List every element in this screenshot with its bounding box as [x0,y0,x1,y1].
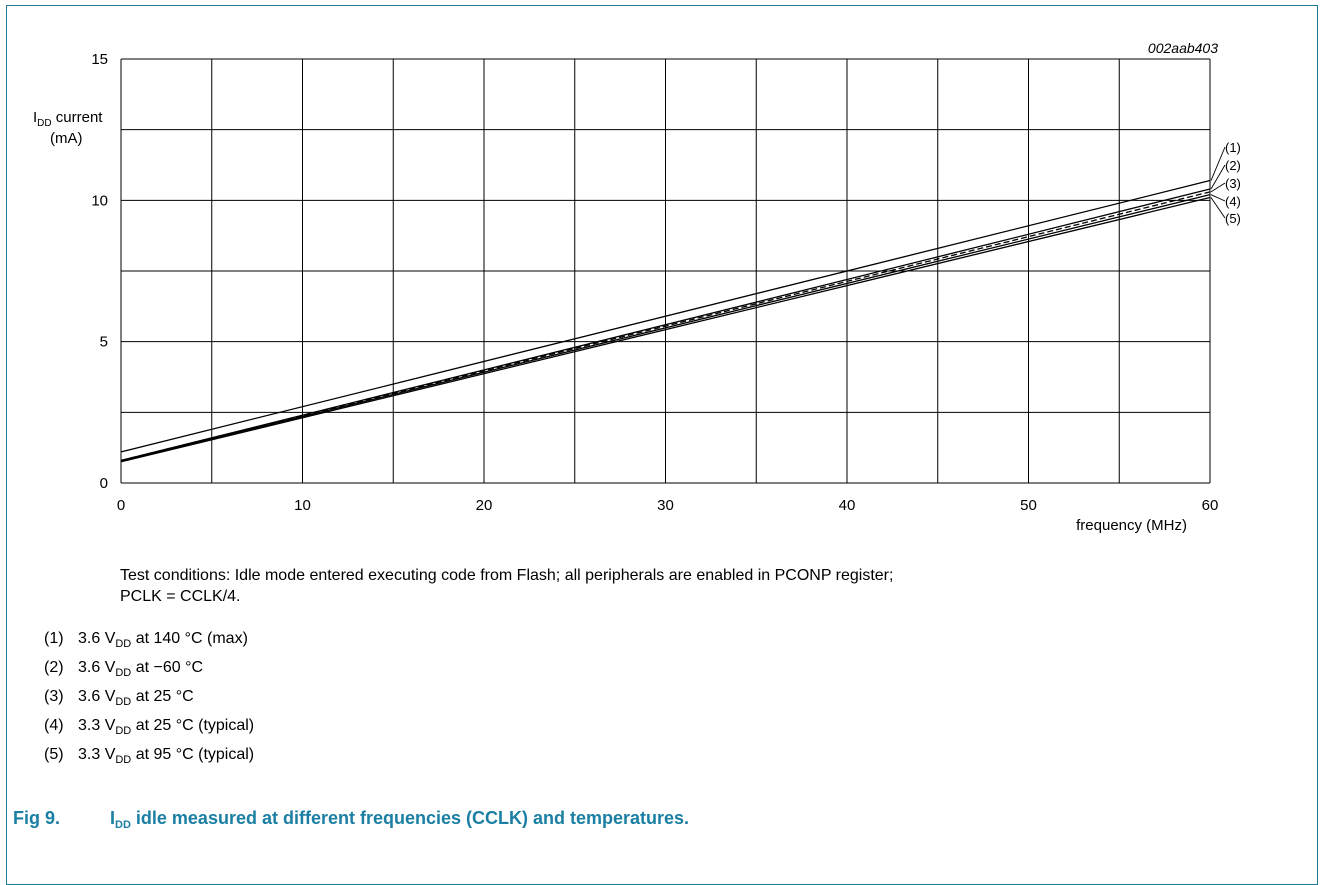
x-tick-label: 20 [476,497,493,514]
series-callout-label: (5) [1225,211,1241,226]
x-tick-label: 0 [117,497,125,514]
x-tick-label: 50 [1020,497,1037,514]
series-callout-label: (4) [1225,194,1241,209]
series-callout-label: (1) [1225,140,1241,155]
y-axis-ticks: 0 5 10 15 [91,51,108,492]
series-callouts: (1) (2) (3) (4) (5) [1210,140,1241,226]
legend-item: (1) 3.6 VDD at 140 °C (max) [44,630,248,650]
figure-number: Fig 9. [13,808,61,828]
test-conditions-line-1: Test conditions: Idle mode entered execu… [120,567,894,584]
series-callout-label: (3) [1225,176,1241,191]
series-callout-label: (2) [1225,158,1241,173]
y-axis-unit: (mA) [50,130,83,147]
legend-item: (4) 3.3 VDD at 25 °C (typical) [44,717,255,737]
series-line [120,194,1211,462]
y-tick-label: 10 [91,192,108,209]
x-tick-label: 10 [294,497,311,514]
series-line [120,196,1211,463]
callout-leader [1210,146,1226,181]
series-line [120,191,1211,462]
callout-leader [1210,197,1226,219]
x-axis-ticks: 0 10 20 30 40 50 60 [117,497,1219,514]
legend-item: (5) 3.3 VDD at 95 °C (typical) [44,746,255,766]
callout-leader [1210,164,1226,190]
x-tick-label: 60 [1202,497,1219,514]
x-axis-label: frequency (MHz) [1076,517,1187,534]
x-tick-label: 30 [657,497,674,514]
y-tick-label: 0 [100,475,108,492]
series-legend: (1) 3.6 VDD at 140 °C (max) (2) 3.6 VDD at… [44,624,254,769]
series-line [120,179,1211,453]
x-tick-label: 40 [839,497,856,514]
y-tick-label: 5 [100,334,108,351]
callout-leader [1210,194,1226,202]
y-axis-label: IDD current [33,109,103,129]
legend-item: (3) 3.6 VDD at 25 °C [44,688,194,708]
chart-grid [120,58,1211,484]
chart: 0 5 10 15 0 10 20 30 40 50 60 (1) (2) (3) (4) (5) 002… [33,40,1241,534]
y-tick-label: 15 [91,51,108,68]
test-conditions: Test conditions: Idle mode entered execu… [120,565,1200,607]
chart-series [120,179,1211,463]
test-conditions-line-2: PCLK = CCLK/4. [120,588,241,605]
figure-caption: Fig 9. IDD idle measured at different fre… [13,808,690,831]
callout-leader [1210,182,1226,193]
figure-code: 002aab403 [1148,40,1218,56]
legend-item: (2) 3.6 VDD at −60 °C [44,659,204,679]
series-line [120,188,1211,462]
